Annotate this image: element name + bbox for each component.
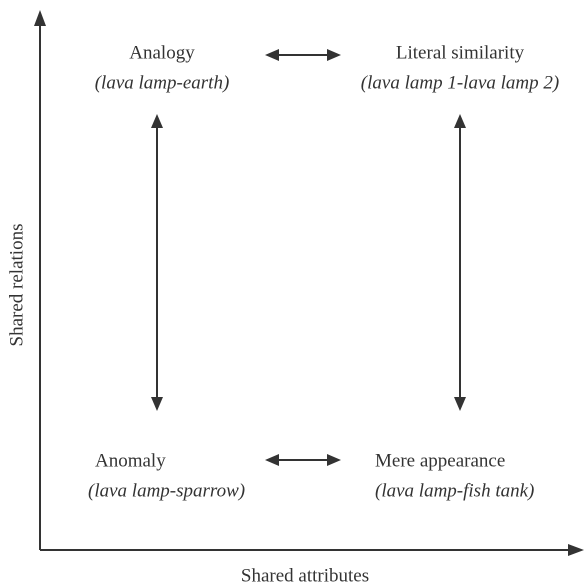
quadrant-label: Literal similarity: [396, 42, 525, 63]
quadrant-label: Mere appearance: [375, 450, 505, 471]
arrowhead: [265, 454, 279, 466]
axes: [34, 10, 584, 556]
arrows: [151, 49, 466, 466]
quadrant-example: (lava lamp-fish tank): [375, 480, 534, 501]
y-axis-label: Shared relations: [6, 224, 27, 347]
arrowhead: [327, 454, 341, 466]
quadrant-example: (lava lamp-earth): [95, 72, 230, 93]
arrowhead: [327, 49, 341, 61]
quadrant-example: (lava lamp-sparrow): [88, 480, 245, 501]
arrowhead: [265, 49, 279, 61]
x-axis-arrowhead: [568, 544, 584, 556]
arrowhead: [151, 397, 163, 411]
x-axis-label: Shared attributes: [241, 565, 369, 586]
y-axis-arrowhead: [34, 10, 46, 26]
arrowhead: [454, 114, 466, 128]
arrowhead: [151, 114, 163, 128]
arrowhead: [454, 397, 466, 411]
quadrant-example: (lava lamp 1-lava lamp 2): [361, 72, 559, 93]
quadrant-label: Analogy: [129, 42, 195, 63]
quadrant-label: Anomaly: [95, 450, 166, 471]
